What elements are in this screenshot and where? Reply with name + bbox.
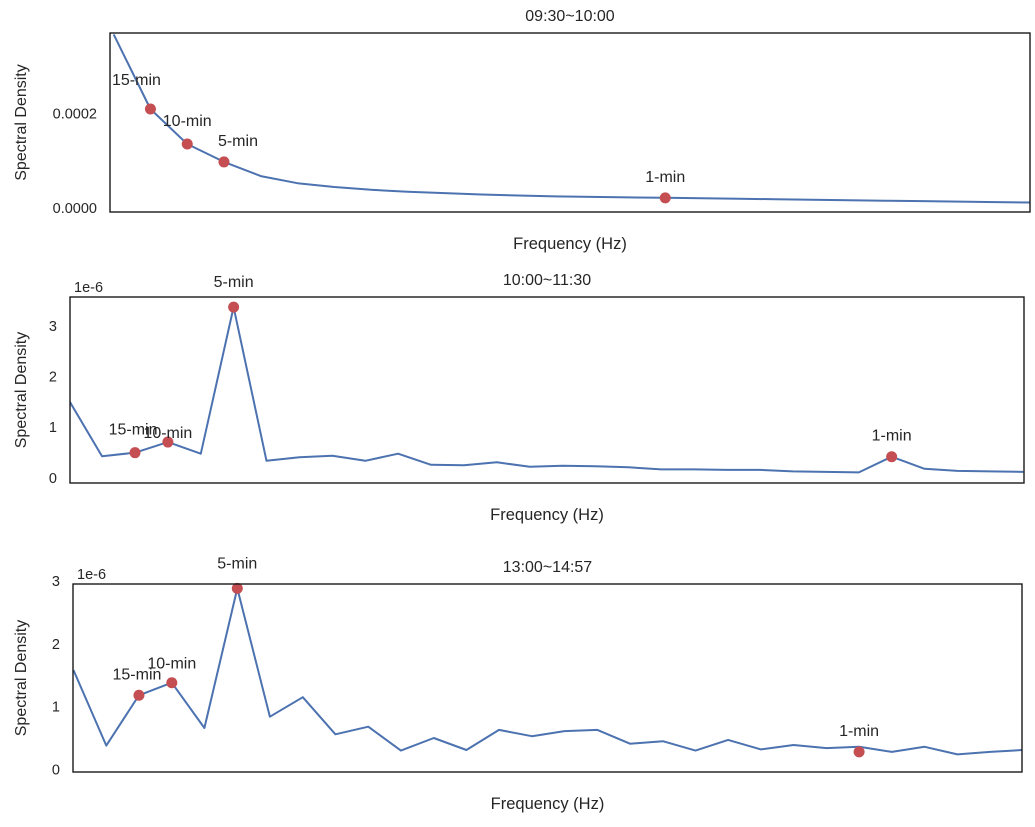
peak-marker-5-min xyxy=(231,582,243,594)
peak-marker-10-min xyxy=(166,677,178,689)
peak-annotation-15-min: 15-min xyxy=(109,422,158,439)
peak-marker-15-min xyxy=(144,103,156,115)
peak-annotation-1-min: 1-min xyxy=(645,169,685,186)
chart-panel-1: 09:30~10:00 Frequency (Hz) Spectral Densit… xyxy=(13,8,1031,253)
y-tick-label: 2 xyxy=(49,370,57,386)
peak-marker-10-min xyxy=(162,436,174,448)
y-tick-label: 0.0000 xyxy=(53,201,97,217)
chart-panel-3: 13:00~14:57 Frequency (Hz) Spectral Densit… xyxy=(13,555,1023,813)
peak-annotation-10-min: 10-min xyxy=(163,113,212,130)
peak-annotation-15-min: 15-min xyxy=(112,72,161,89)
peak-annotation-10-min: 10-min xyxy=(143,425,192,442)
spectral-density-series-line xyxy=(112,33,1030,204)
y-axis-offset-label: 1e-6 xyxy=(74,280,103,296)
spectral-density-series-line xyxy=(70,306,1024,474)
peak-annotation-5-min: 5-min xyxy=(217,555,257,572)
y-tick-label: 0 xyxy=(49,471,57,487)
peak-annotation-5-min: 5-min xyxy=(218,133,258,150)
chart-title: 09:30~10:00 xyxy=(525,8,615,25)
chart-panel-2: 10:00~11:30 Frequency (Hz) Spectral Densit… xyxy=(13,272,1025,524)
y-tick-label: 0 xyxy=(52,763,60,779)
plot-frame xyxy=(72,583,1023,773)
peak-annotation-1-min: 1-min xyxy=(872,428,912,445)
x-axis-label: Frequency (Hz) xyxy=(490,506,604,524)
y-tick-label: 1 xyxy=(52,700,60,716)
y-tick-label: 0.0002 xyxy=(53,107,97,123)
y-tick-label: 1 xyxy=(49,420,57,436)
peak-marker-1-min xyxy=(886,451,898,463)
y-tick-label: 3 xyxy=(52,574,60,590)
plot-frame xyxy=(109,32,1031,213)
peak-marker-1-min xyxy=(853,746,865,758)
spectral-density-series-line xyxy=(73,587,1022,756)
peak-marker-5-min xyxy=(218,156,230,168)
peak-marker-1-min xyxy=(659,192,671,204)
x-axis-label: Frequency (Hz) xyxy=(491,795,605,813)
chart-title: 13:00~14:57 xyxy=(503,559,593,576)
peak-marker-15-min xyxy=(129,447,141,459)
plot-frame xyxy=(69,296,1025,484)
peak-annotation-10-min: 10-min xyxy=(147,656,196,673)
x-axis-label: Frequency (Hz) xyxy=(513,235,627,253)
peak-marker-15-min xyxy=(133,689,145,701)
y-axis-label: Spectral Density xyxy=(13,64,30,181)
peak-annotation-1-min: 1-min xyxy=(839,723,879,740)
y-tick-label: 2 xyxy=(52,637,60,653)
y-axis-offset-label: 1e-6 xyxy=(77,567,106,583)
y-axis-label: Spectral Density xyxy=(13,620,30,737)
chart-title: 10:00~11:30 xyxy=(503,272,591,289)
peak-annotation-5-min: 5-min xyxy=(214,274,254,291)
y-axis-label: Spectral Density xyxy=(13,332,30,449)
peak-marker-5-min xyxy=(228,301,240,313)
y-tick-label: 3 xyxy=(49,319,57,335)
peak-marker-10-min xyxy=(181,138,193,150)
peak-annotation-15-min: 15-min xyxy=(112,666,161,683)
